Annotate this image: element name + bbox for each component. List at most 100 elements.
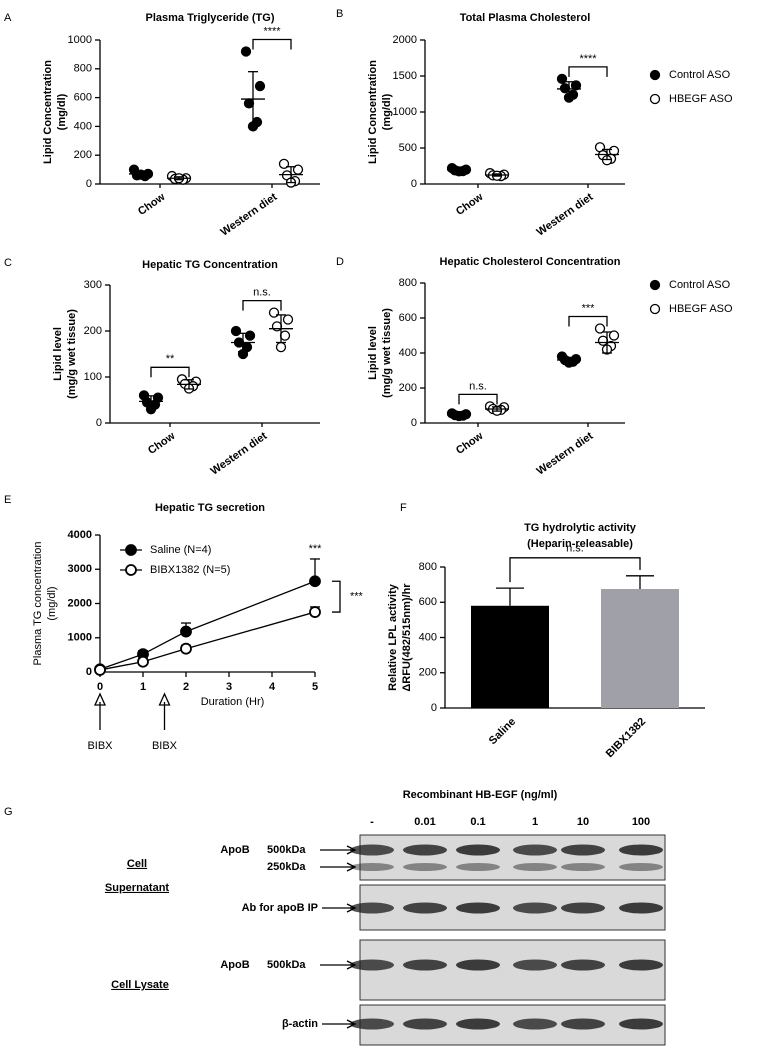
lane-label: - — [370, 816, 374, 828]
y-axis-label: Lipid level — [367, 326, 379, 380]
x-tick-label: Chow — [454, 430, 486, 457]
legend-label: HBEGF ASO — [669, 303, 733, 315]
size-marker: 250kDa — [267, 861, 306, 873]
y-axis-label: Lipid Concentration — [42, 60, 54, 164]
y-tick-label: 2000 — [393, 34, 417, 46]
group-label: Supernatant — [105, 882, 170, 894]
data-point — [243, 98, 255, 109]
blot-band — [561, 902, 605, 914]
blot-band — [513, 1018, 557, 1030]
legend-label: HBEGF ASO — [669, 93, 733, 105]
blot-band — [350, 1018, 394, 1030]
y-tick-label: 200 — [74, 149, 92, 161]
chart-title: Hepatic TG secretion — [155, 502, 265, 514]
data-point — [597, 335, 609, 346]
blot-image — [359, 939, 666, 1001]
group-label: Cell — [127, 858, 147, 870]
blot-band — [561, 863, 605, 871]
y-tick-label: 2000 — [68, 597, 92, 609]
significance-bracket — [252, 38, 292, 50]
blot-band — [350, 959, 394, 971]
blot-band — [513, 902, 557, 914]
row-label: ApoB — [220, 844, 249, 856]
y-axis-label: Plasma TG concentration — [32, 542, 44, 666]
y-tick-label: 400 — [399, 347, 417, 359]
x-tick-label: 4 — [269, 681, 276, 693]
arrow-head — [346, 862, 357, 872]
y-tick-label: 1000 — [68, 632, 92, 644]
y-tick-label: 1000 — [393, 106, 417, 118]
significance-bracket — [568, 315, 608, 327]
data-point — [271, 321, 283, 332]
data-point — [180, 642, 192, 655]
blot-band — [403, 959, 447, 971]
y-tick-label: 100 — [84, 371, 102, 383]
y-axis-label: (mg/dl) — [381, 93, 393, 130]
y-tick-label: 0 — [96, 417, 102, 429]
lane-label: 0.1 — [470, 816, 485, 828]
blot-band — [403, 902, 447, 914]
y-tick-label: 0 — [411, 417, 417, 429]
data-point — [282, 314, 294, 325]
x-axis-label: Duration (Hr) — [201, 696, 265, 708]
y-tick-label: 200 — [84, 325, 102, 337]
data-point — [94, 664, 106, 676]
series-line — [99, 580, 316, 670]
blot-band — [350, 844, 394, 856]
data-point — [275, 341, 287, 353]
significance-label: **** — [579, 53, 597, 65]
row-label: β-actin — [282, 1018, 318, 1030]
x-tick-label: Chow — [136, 191, 168, 218]
legend-label: Control ASO — [669, 279, 731, 291]
y-tick-label: 1500 — [393, 70, 417, 82]
treatment-label: BIBX — [87, 740, 113, 752]
y-tick-label: 1000 — [68, 34, 92, 46]
blot-band — [403, 844, 447, 856]
y-tick-label: 0 — [411, 178, 417, 190]
lane-label: 10 — [577, 816, 589, 828]
x-tick-label: Western diet — [535, 430, 596, 478]
blot-band — [619, 959, 663, 971]
arrow-head — [93, 692, 107, 706]
data-point — [268, 307, 280, 318]
panel-label: F — [400, 502, 407, 514]
x-tick-label: Western diet — [535, 191, 596, 239]
y-axis-label: (mg/g wet tissue) — [381, 308, 393, 398]
blot-band — [456, 959, 500, 971]
significance-label: n.s. — [566, 543, 584, 555]
chart-title: TG hydrolytic activity — [524, 522, 637, 534]
data-point — [594, 323, 606, 334]
blot-band — [350, 902, 394, 914]
chart-title: Hepatic TG Concentration — [142, 259, 278, 271]
x-tick-label: Western diet — [209, 430, 270, 478]
y-tick-label: 400 — [419, 631, 437, 643]
arrow-head — [346, 903, 357, 913]
arrow-head — [346, 845, 357, 855]
y-tick-label: 0 — [86, 666, 92, 678]
row-label: Ab for apoB IP — [242, 902, 318, 914]
bar — [601, 589, 679, 708]
legend-marker — [649, 279, 661, 291]
lane-label: 0.01 — [414, 816, 435, 828]
y-tick-label: 0 — [431, 702, 437, 714]
chart-title: Hepatic Cholesterol Concentration — [440, 256, 621, 268]
arrow-head — [346, 1019, 357, 1029]
size-marker: 500kDa — [267, 844, 306, 856]
y-tick-label: 500 — [399, 142, 417, 154]
significance-label: *** — [582, 302, 596, 314]
y-axis-label: Lipid Concentration — [367, 60, 379, 164]
significance-label: ** — [166, 353, 175, 365]
size-marker: 500kDa — [267, 959, 306, 971]
significance-label: **** — [263, 25, 281, 37]
y-tick-label: 4000 — [68, 529, 92, 541]
blot-band — [513, 844, 557, 856]
significance-label: *** — [350, 591, 364, 603]
blot-band — [456, 1018, 500, 1030]
data-point — [608, 330, 620, 341]
treatment-label: BIBX — [152, 740, 178, 752]
x-tick-label: Saline — [487, 716, 518, 747]
y-tick-label: 0 — [86, 178, 92, 190]
row-label: ApoB — [220, 959, 249, 971]
significance-bracket — [509, 557, 641, 583]
